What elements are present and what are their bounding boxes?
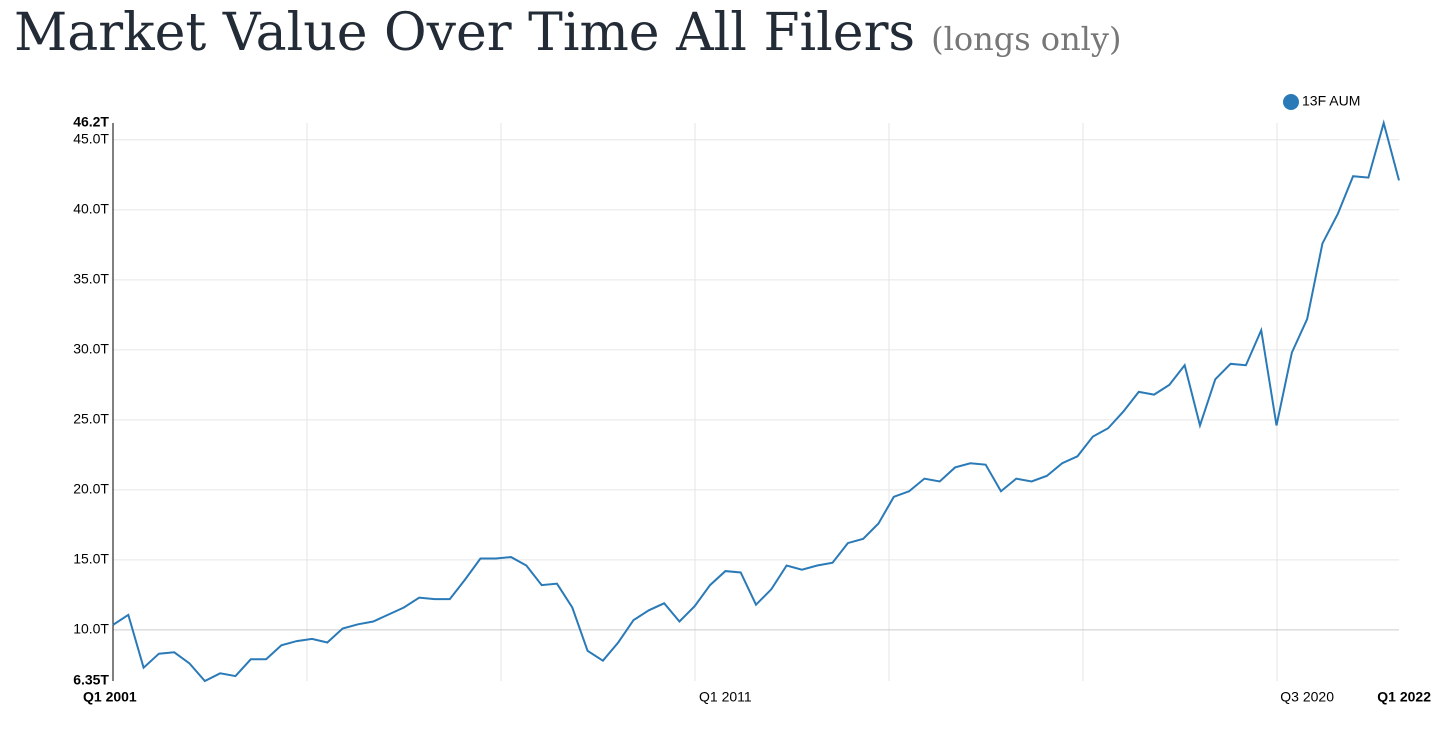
x-tick-label: Q1 2001 (83, 689, 137, 705)
chart-title: Market Value Over Time All Filers (14, 3, 915, 63)
chart-subtitle: (longs only) (931, 20, 1121, 58)
line-series (112, 119, 1400, 683)
legend-label: 13F AUM (1302, 93, 1360, 109)
y-tick-label: 25.0T (73, 411, 109, 427)
x-tick-label: Q1 2011 (699, 689, 752, 705)
y-tick-label: 15.0T (73, 551, 109, 567)
y-tick-label: 20.0T (73, 481, 109, 497)
x-tick-label: Q1 2022 (1377, 689, 1431, 705)
y-tick-label: 46.2T (73, 114, 109, 130)
y-tick-label: 10.0T (73, 621, 109, 637)
y-tick-label: 35.0T (73, 271, 109, 287)
y-tick-label: 45.0T (73, 131, 109, 147)
y-tick-label: 30.0T (73, 341, 109, 357)
legend-marker (1283, 94, 1299, 110)
y-tick-label: 40.0T (73, 201, 109, 217)
y-tick-label: 6.35T (73, 672, 109, 688)
x-tick-label: Q3 2020 (1280, 689, 1334, 705)
